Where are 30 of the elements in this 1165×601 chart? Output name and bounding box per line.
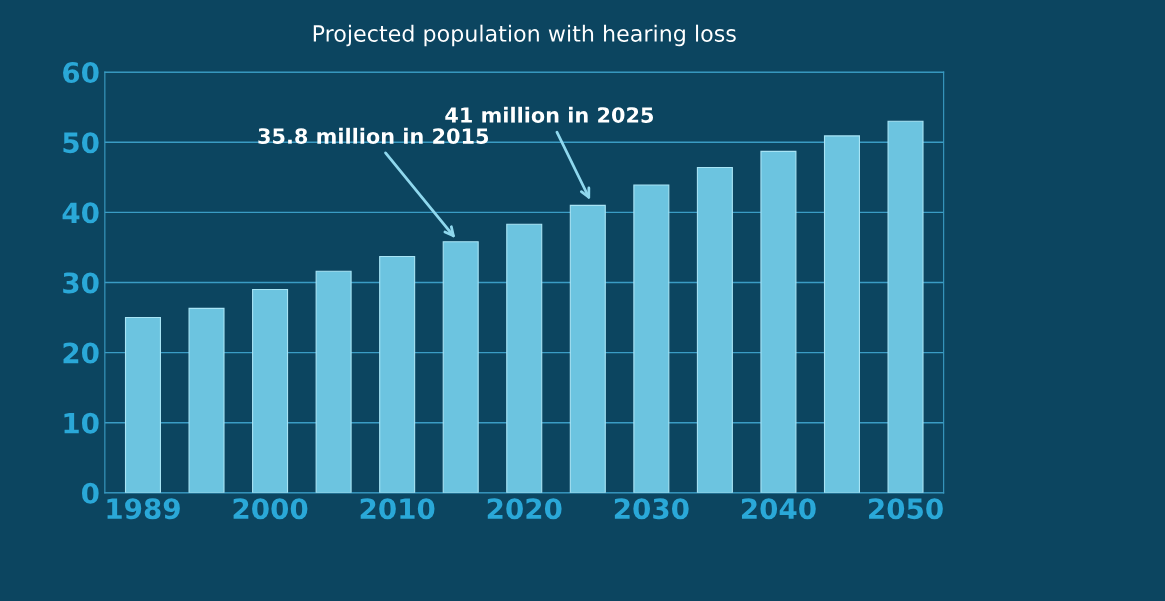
annotation: 35.8 million in 2015 (258, 127, 489, 144)
bar (379, 255, 416, 493)
bar (760, 150, 797, 493)
bar (124, 316, 162, 493)
bar (823, 135, 861, 493)
y-tick-label: 0 (81, 482, 99, 504)
bar (569, 204, 606, 493)
bar (188, 307, 225, 493)
x-tick-label: 2010 (360, 498, 435, 520)
bar (696, 166, 733, 493)
y-tick-label: 40 (62, 202, 99, 224)
x-tick-label: 2030 (614, 498, 689, 520)
y-tick-label: 60 (63, 62, 99, 84)
x-tick-label: 2020 (487, 498, 562, 520)
bar (252, 288, 289, 493)
bar (887, 120, 924, 493)
annotation: 41 million in 2025 (445, 106, 654, 123)
x-tick-label: 2040 (741, 498, 816, 520)
x-tick-label: 2000 (233, 498, 308, 520)
y-tick-label: 10 (64, 412, 99, 434)
y-tick-label: 30 (63, 272, 99, 294)
bar (506, 223, 543, 493)
x-tick-label: 2050 (869, 498, 943, 520)
y-tick-label: 20 (63, 342, 99, 364)
bar (442, 241, 479, 493)
chart-title: Projected population with hearing loss (313, 24, 736, 47)
y-tick-label: 50 (63, 132, 99, 154)
bar (633, 184, 670, 493)
bar (315, 270, 352, 493)
x-tick-label: 1989 (107, 498, 180, 520)
